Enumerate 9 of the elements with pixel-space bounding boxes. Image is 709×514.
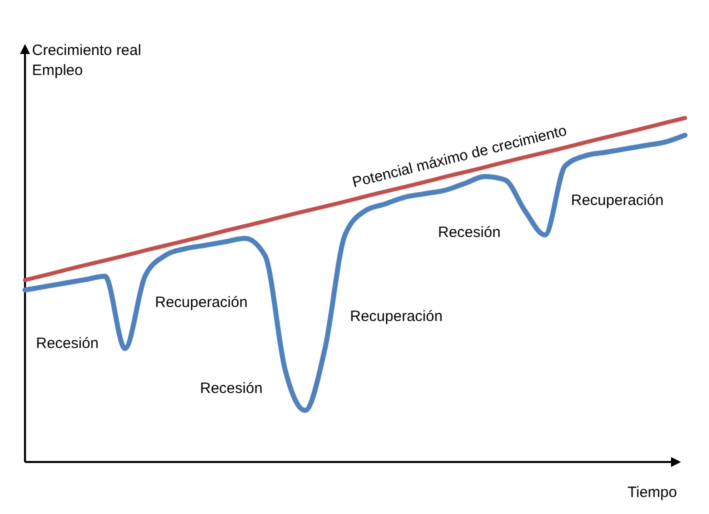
annotation: Recesión bbox=[36, 335, 99, 352]
text: Potencial máximo de crecimiento bbox=[350, 122, 568, 192]
annotation: Recuperación bbox=[155, 294, 248, 311]
annotation: Recesión bbox=[200, 380, 263, 397]
x-axis-title: Tiempo bbox=[628, 484, 677, 501]
annotation: Recuperación bbox=[571, 192, 664, 209]
y-axis-title: Crecimiento real Empleo bbox=[32, 42, 142, 79]
annotation: Recuperación bbox=[350, 308, 443, 325]
annotation: Recesión bbox=[438, 224, 501, 241]
